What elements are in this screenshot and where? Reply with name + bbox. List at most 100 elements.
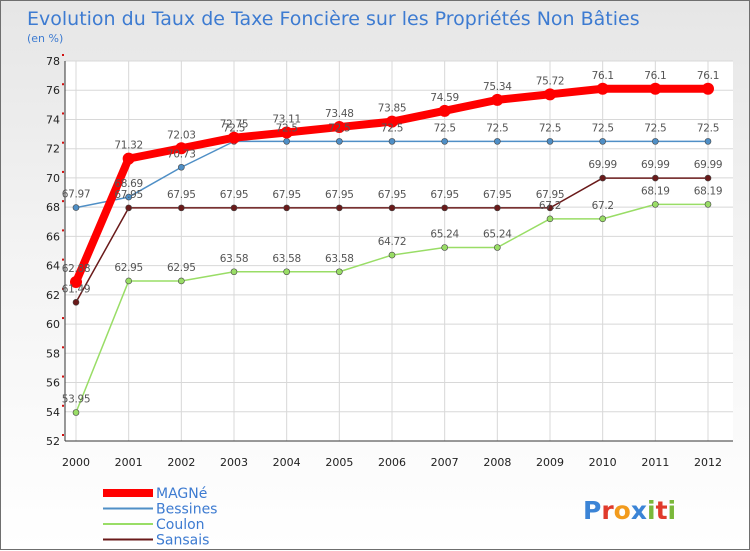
y-tick-label: 64 [46,260,60,273]
data-point [546,215,554,223]
data-label: 65.24 [483,228,512,240]
chart-subtitle: (en %) [27,32,63,45]
data-label: 67.95 [272,189,301,201]
data-point [494,204,501,212]
data-point [283,138,290,145]
x-tick-label: 2008 [483,456,511,469]
y-minor-tick [62,346,64,349]
y-tick-label: 60 [46,318,60,331]
data-label: 76.1 [592,70,614,82]
data-point [283,204,290,212]
y-tick-label: 62 [46,289,60,302]
y-tick-label: 56 [46,377,60,390]
data-label: 75.34 [483,81,512,93]
data-label: 72.03 [167,129,196,141]
data-point [336,268,343,276]
y-tick-label: 76 [46,84,60,97]
data-label: 67.2 [539,200,561,212]
data-point [652,201,659,208]
data-point [704,174,712,182]
data-point [652,138,659,145]
y-minor-tick [62,112,64,115]
data-point [72,409,80,416]
data-point [702,82,714,95]
data-label: 63.58 [325,253,354,265]
data-point [491,93,504,106]
x-tick-label: 2005 [325,456,353,469]
data-point [178,277,185,285]
y-minor-tick [62,200,64,203]
data-point [599,215,606,223]
data-point [386,115,398,128]
data-label: 75.72 [536,75,565,87]
data-point [125,193,132,201]
data-label: 76.1 [644,70,666,82]
data-point [704,201,712,208]
data-label: 76.1 [697,70,719,82]
data-label: 67.97 [62,189,91,201]
y-tick-label: 78 [46,55,60,68]
data-label: 67.95 [378,189,407,201]
proxiti-logo: Proxiti [583,496,676,525]
data-point [280,126,293,139]
y-minor-tick [62,170,64,173]
data-label: 67.95 [483,189,512,201]
data-label: 67.95 [536,189,565,201]
x-tick-label: 2009 [536,456,564,469]
y-minor-tick [62,229,64,232]
data-point [438,104,451,117]
logo-letter: i [647,496,656,525]
x-tick-label: 2003 [220,456,248,469]
data-label: 67.95 [430,189,459,201]
data-point [649,82,662,95]
data-point [178,204,185,212]
data-point [175,142,188,155]
legend-label-bessines: Bessines [156,502,217,518]
data-point [178,163,185,171]
x-tick-label: 2000 [62,456,90,469]
x-tick-label: 2006 [378,456,406,469]
data-label: 68.19 [694,185,723,197]
data-label: 72.5 [328,122,350,134]
data-point [652,174,659,182]
data-label: 69.99 [694,159,723,171]
logo-letter: t [656,496,668,525]
data-point [228,131,240,144]
chart-title: Evolution du Taux de Taxe Foncière sur l… [27,8,640,30]
data-label: 63.58 [220,253,249,265]
data-point [230,268,238,276]
data-point [596,82,609,95]
y-minor-tick [62,375,64,378]
data-point [336,138,343,145]
data-label: 69.99 [588,159,617,171]
data-point [230,204,238,212]
x-tick-label: 2007 [431,456,459,469]
y-tick-label: 70 [46,172,60,185]
data-point [546,204,554,212]
data-point [72,298,80,306]
data-point [494,138,501,145]
data-label: 72.5 [381,122,403,134]
plot-area: 52 54 56 58 60 62 64 66 68 70 72 74 76 78 2000 2001 2002… [46,54,733,469]
data-point [388,138,396,145]
logo-letter: x [631,496,647,525]
x-tick-label: 2004 [273,456,301,469]
data-label: 53.95 [62,394,91,406]
data-point [388,251,396,259]
data-point [125,204,132,212]
data-label: 69.99 [641,159,670,171]
data-point [388,204,396,212]
data-label: 72.5 [539,122,561,134]
y-tick-label: 68 [46,201,60,214]
y-minor-tick [62,287,64,290]
plot-background [65,61,733,441]
data-label: 61.49 [62,283,91,295]
data-label: 68.19 [641,185,670,197]
logo-letter: i [668,496,677,525]
data-point [494,244,501,251]
x-tick-label: 2002 [167,456,195,469]
data-label: 67.95 [220,189,249,201]
data-label: 63.58 [272,253,301,265]
